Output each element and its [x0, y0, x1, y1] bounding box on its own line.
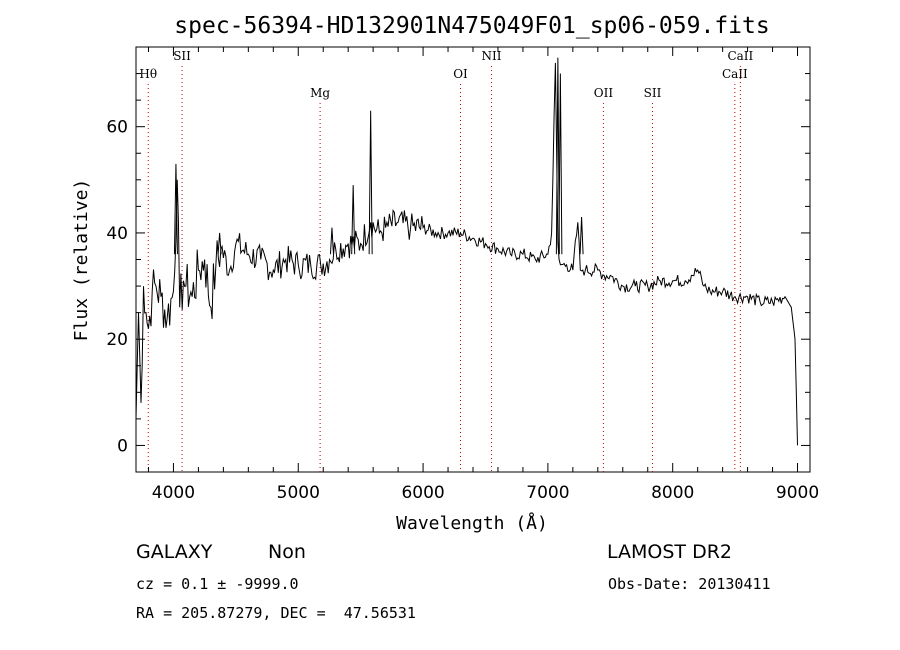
- redshift-readout: cz = 0.1 ± -9999.0: [136, 575, 299, 593]
- x-axis-label: Wavelength (Å): [396, 512, 548, 534]
- spectral-line-label: Mg: [310, 86, 330, 100]
- emission-spike: [579, 216, 584, 255]
- coordinates-readout: RA = 205.87279, DEC = 47.56531: [136, 604, 416, 622]
- emission-spike: [217, 232, 222, 255]
- y-tick-label: 0: [117, 436, 128, 456]
- axis-ticks: 4000 5000 6000 7000 8000 9000 0 20 40 60: [106, 46, 819, 503]
- spectral-line-label: OII: [594, 86, 614, 100]
- emission-spike: [558, 73, 563, 255]
- emission-spike: [173, 163, 178, 255]
- x-tick-label: 5000: [277, 483, 320, 503]
- observation-date: Obs-Date: 20130411: [608, 575, 771, 593]
- spectrum-line: [135, 62, 798, 446]
- emission-spike: [329, 227, 334, 255]
- emission-spike: [368, 110, 373, 255]
- x-tick-label: 9000: [776, 483, 819, 503]
- y-axis-label: Flux (relative): [71, 179, 92, 342]
- spectral-line-label: OI: [453, 67, 468, 81]
- y-tick-label: 20: [106, 330, 128, 350]
- x-tick-label: 6000: [401, 483, 444, 503]
- chart-title: spec-56394-HD132901N475049F01_sp06-059.f…: [174, 13, 769, 39]
- emission-spike: [351, 185, 356, 255]
- plot-frame: [135, 46, 811, 473]
- spectral-line-markers: Hθ SII Mg OI NII OII SII CaII CaII: [139, 49, 754, 472]
- spectral-line-label: SII: [644, 86, 662, 100]
- x-tick-label: 8000: [651, 483, 694, 503]
- emission-spikes: [173, 57, 584, 255]
- y-tick-label: 40: [106, 224, 128, 244]
- x-tick-label: 7000: [526, 483, 569, 503]
- survey-name: LAMOST DR2: [607, 541, 732, 563]
- x-tick-label: 4000: [152, 483, 195, 503]
- object-subclass: Non: [268, 541, 306, 563]
- spectral-line-label: CaII: [727, 49, 753, 63]
- spectral-line-label: NII: [481, 49, 501, 63]
- y-tick-label: 60: [106, 118, 128, 138]
- spectral-line-label: Hθ: [139, 67, 157, 81]
- emission-spike: [555, 57, 560, 255]
- spectral-line-label: SII: [173, 49, 191, 63]
- spectral-line-label: CaII: [722, 67, 748, 81]
- object-class: GALAXY: [136, 541, 213, 563]
